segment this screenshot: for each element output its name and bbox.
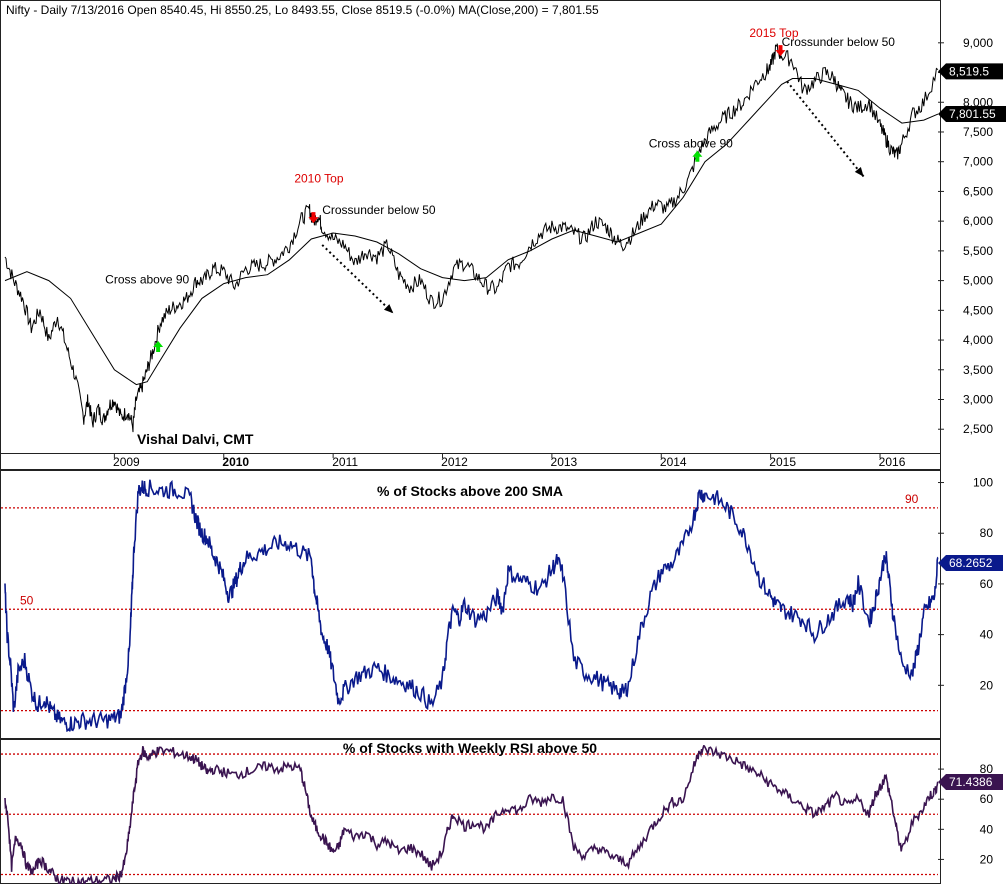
y-tick-label: 7,000 <box>963 155 993 169</box>
x-tick-label: 2011 <box>332 455 358 469</box>
price-last-value-tag: 8,519.5 <box>938 63 1003 80</box>
rsi-breadth-y-axis: 20 40 60 80 <box>938 762 993 866</box>
trend-arrow-head <box>383 304 394 314</box>
trend-arrow-line <box>321 244 394 315</box>
top-annotation: 2015 Top <box>749 26 798 40</box>
panel-frames <box>0 0 941 884</box>
y-tick-label: 20 <box>980 852 994 866</box>
price-y-axis: 2,500 3,000 3,500 4,000 4,500 5,000 5,500 6,000… <box>938 36 993 436</box>
trend-arrow-line <box>786 80 865 178</box>
price-panel: 2009 2010 2011 2012 2013 2014 2015 2016 2,500 3,0… <box>4 26 1006 469</box>
y-tick-label: 80 <box>980 526 994 540</box>
trend-arrow-head <box>854 166 864 177</box>
sma-breadth-last-value-tag-text: 68.2652 <box>949 556 993 570</box>
y-tick-label: 40 <box>980 822 994 836</box>
y-tick-label: 7,500 <box>963 125 993 139</box>
y-tick-label: 8,000 <box>963 95 993 109</box>
buy-signal-arrow <box>153 340 164 352</box>
y-tick-label: 5,000 <box>963 274 993 288</box>
top-annotation: 2010 Top <box>294 172 343 186</box>
sma-panel-frame <box>0 470 941 739</box>
y-tick-label: 60 <box>980 577 994 591</box>
y-tick-label: 3,000 <box>963 392 993 406</box>
ma-last-value-tag: 7,801.55 <box>938 106 1006 123</box>
x-tick-label: 2010 <box>222 455 249 469</box>
y-tick-label: 20 <box>980 678 994 692</box>
ma-last-value-tag-box <box>938 106 1006 123</box>
chart-header: Nifty - Daily 7/13/2016 Open 8540.45, Hi… <box>6 3 599 17</box>
price-last-value-tag-box <box>938 63 1003 80</box>
rsi-breadth-series-line <box>4 744 939 889</box>
sma-breadth-y-axis: 20 40 60 80 100 <box>938 476 994 692</box>
sell-signal-arrow <box>775 45 786 57</box>
y-tick-label: 4,000 <box>963 333 993 347</box>
x-tick-label: 2016 <box>879 455 906 469</box>
sma-breadth-level-label: 90 <box>905 492 919 506</box>
y-tick-label: 100 <box>973 476 993 490</box>
y-tick-label: 6,000 <box>963 214 993 228</box>
y-tick-label: 60 <box>980 792 994 806</box>
sma-breadth-last-value-tag: 68.2652 <box>938 554 1003 571</box>
y-tick-label: 2,500 <box>963 422 993 436</box>
author-credit: Vishal Dalvi, CMT <box>137 431 254 447</box>
rsi-breadth-last-value-tag: 71.4386 <box>938 773 1003 790</box>
sma-breadth-level-label: 50 <box>20 593 34 607</box>
x-tick-label: 2015 <box>769 455 796 469</box>
y-tick-label: 80 <box>980 762 994 776</box>
moving-average-line <box>4 78 939 386</box>
sma-breadth-panel-title: % of Stocks above 200 SMA <box>377 483 563 499</box>
rsi-breadth-panel-title: % of Stocks with Weekly RSI above 50 <box>343 740 597 756</box>
sell-annotation: Crossunder below 50 <box>322 203 436 217</box>
y-tick-label: 9,000 <box>963 36 993 50</box>
y-tick-label: 4,500 <box>963 303 993 317</box>
y-tick-label: 3,500 <box>963 363 993 377</box>
sell-annotation: Crossunder below 50 <box>782 35 896 49</box>
price-series-line <box>4 43 939 433</box>
buy-annotation: Cross above 90 <box>649 136 733 150</box>
rsi-breadth-last-value-tag-box <box>938 773 1003 790</box>
x-axis: 2009 2010 2011 2012 2013 2014 2015 2016 <box>113 453 906 469</box>
y-tick-label: 6,500 <box>963 184 993 198</box>
x-tick-label: 2013 <box>551 455 578 469</box>
sma-breadth-panel: 20 40 60 80 100 90 50 % of Stocks above 200 SMA… <box>1 476 1003 733</box>
buy-signal-arrow <box>692 150 703 162</box>
x-tick-label: 2012 <box>441 455 468 469</box>
y-tick-label: 5,500 <box>963 244 993 258</box>
y-tick-label: 40 <box>980 628 994 642</box>
sma-breadth-series-line <box>4 479 939 733</box>
buy-annotation: Cross above 90 <box>105 273 189 287</box>
price-last-value-tag-text: 8,519.5 <box>949 64 989 78</box>
ma-last-value-tag-text: 7,801.55 <box>949 107 996 121</box>
rsi-breadth-panel: 20 40 60 80 % of Stocks with Weekly RSI abov… <box>1 740 1003 889</box>
price-panel-frame <box>0 0 941 470</box>
rsi-breadth-last-value-tag-text: 71.4386 <box>949 775 993 789</box>
sma-breadth-last-value-tag-box <box>938 554 1003 571</box>
x-tick-label: 2009 <box>113 455 140 469</box>
x-tick-label: 2014 <box>660 455 687 469</box>
sell-signal-arrow <box>308 212 319 224</box>
